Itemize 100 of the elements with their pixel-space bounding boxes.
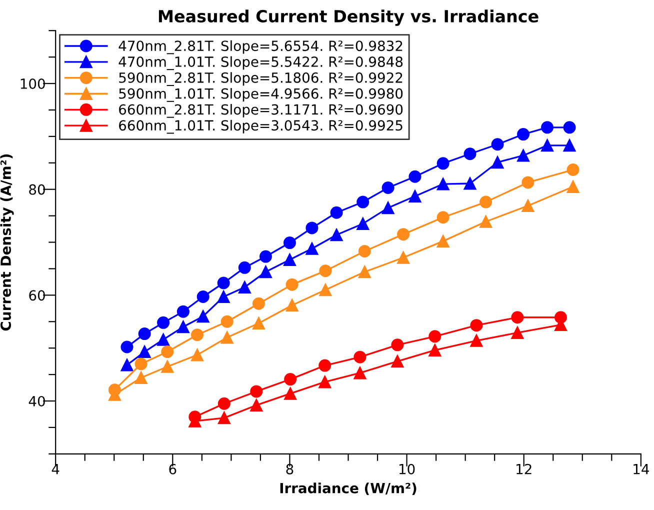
point [318,359,332,372]
point [196,290,210,303]
point [190,328,204,342]
point [286,298,298,312]
point [354,350,366,364]
y-tick-label: 60 [29,290,45,301]
point [408,190,422,202]
point [356,217,370,230]
x-tick-label: 6 [169,464,176,474]
point [511,326,524,339]
point [391,338,404,352]
point [238,280,251,294]
point [250,398,263,412]
point [218,412,230,424]
point [157,333,170,346]
y-tick-label: 80 [29,184,45,195]
point [134,371,148,384]
point [176,305,190,318]
x-tick-label: 14 [634,464,649,474]
point [563,121,576,134]
point [319,264,332,278]
point [408,170,422,183]
point [491,156,504,169]
point [120,340,134,354]
x-tick-label: 10 [399,464,415,474]
point [138,328,151,340]
point [541,121,554,134]
point [190,348,204,362]
point [511,311,524,324]
point [491,138,504,151]
point [436,178,450,190]
point [250,385,263,398]
point [436,234,450,248]
point [259,250,272,263]
point [566,180,580,193]
point [284,387,297,400]
point [252,297,265,310]
point [436,157,450,170]
point [217,290,230,303]
point [161,346,174,358]
point [358,244,371,258]
point [161,360,174,373]
point [306,222,318,234]
point [319,284,332,296]
point [541,139,554,152]
x-tick-label: 4 [52,464,60,474]
legend-label: 470nm_2.81T. Slope=5.6554. R²=0.9832 [118,40,402,54]
point [138,346,151,358]
point [259,266,272,278]
y-tick-label: 40 [28,396,45,406]
point [522,176,534,189]
point [517,149,530,162]
point [286,278,298,291]
point [330,206,343,219]
point [382,182,394,194]
point [566,164,580,176]
point [354,366,366,380]
point [436,211,450,224]
x-tick-label: 12 [516,464,532,474]
point [470,334,483,347]
point [283,236,296,250]
legend-label: 590nm_1.01T. Slope=4.9566. R²=0.9980 [119,88,403,102]
point [480,215,492,228]
point [563,139,576,152]
point [397,251,410,264]
y-axis-title: Current Density (A/m²) [0,154,14,331]
point [217,276,230,290]
legend-label: 590nm_2.81T. Slope=5.1806. R²=0.9922 [119,72,402,86]
point [220,331,234,344]
point [318,376,332,388]
point [397,228,410,241]
legend-label: 660nm_2.81T. Slope=3.1171. R²=0.9690 [119,104,403,118]
point [220,315,234,328]
point [464,148,476,160]
point [196,310,210,323]
point [382,202,394,214]
point [134,358,148,370]
point [356,196,370,208]
x-tick-label: 8 [286,464,294,474]
legend-label: 660nm_1.01T. Slope=3.0543. R²=0.9925 [119,120,402,134]
point [176,320,190,334]
point [330,228,343,242]
point [283,253,296,266]
point [428,344,442,356]
point [391,355,404,368]
point [428,330,442,343]
point [517,128,530,141]
x-axis-title: Irradiance (W/m²) [280,482,416,496]
chart-title: Measured Current Density vs. Irradiance [158,10,538,26]
point [284,373,297,386]
point [358,266,371,278]
point [238,261,251,274]
point [480,196,492,208]
point [306,242,318,255]
point [522,199,534,212]
point [464,177,476,190]
point [470,319,483,332]
legend-label: 470nm_1.01T. Slope=5.5422. R²=0.9848 [118,56,403,70]
point [120,358,134,372]
y-tick-label: 100 [20,78,45,89]
